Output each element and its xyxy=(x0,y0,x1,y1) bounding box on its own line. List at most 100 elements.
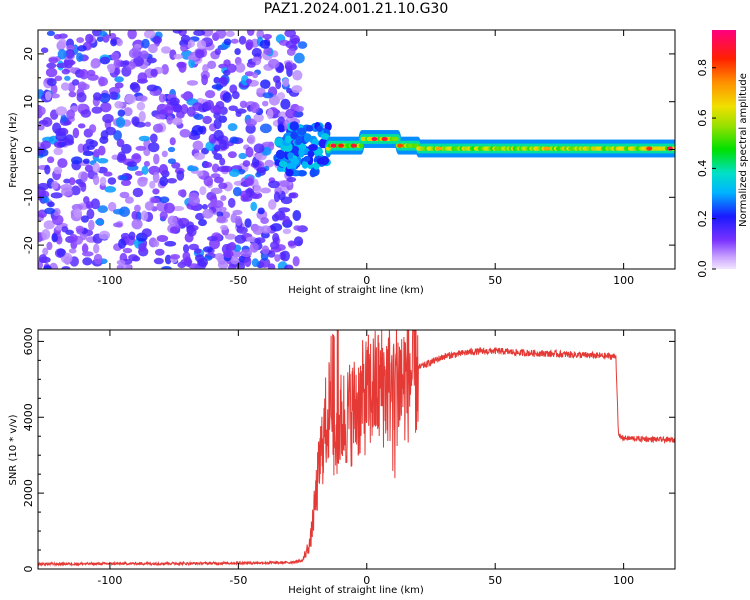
spectrogram-cell xyxy=(166,177,177,184)
spectrogram-cell xyxy=(309,168,317,178)
spectrogram-cell xyxy=(116,264,124,269)
spectrogram-cell xyxy=(186,80,199,86)
spectrogram-cell xyxy=(217,166,229,173)
spectrogram-cell xyxy=(228,168,240,178)
spectrogram-x-tick-label: -50 xyxy=(229,274,247,287)
spectrogram-cell xyxy=(291,85,303,94)
spectrogram-cell xyxy=(286,162,297,171)
spectrogram-cell xyxy=(297,41,308,49)
spectrogram-cell xyxy=(103,171,113,177)
spectrogram-cell xyxy=(268,180,280,189)
spectrogram-cell xyxy=(307,150,315,158)
spectrogram-cell xyxy=(293,225,302,231)
spectrogram-cell xyxy=(77,81,87,91)
spectrogram-cell xyxy=(210,187,223,194)
spectrogram-cell xyxy=(393,136,399,142)
spectrogram-cell xyxy=(292,209,302,221)
spectrogram-cell xyxy=(80,215,90,223)
spectrogram-cell xyxy=(72,127,80,139)
spectrogram-cell xyxy=(164,254,172,265)
spectrogram-cell xyxy=(202,63,209,73)
spectrogram-cell xyxy=(316,157,324,165)
spectrogram-cell xyxy=(55,106,68,116)
spectrogram-cell xyxy=(99,136,109,144)
spectrogram-cell xyxy=(107,63,116,74)
spectrogram-cell xyxy=(48,57,59,64)
spectrogram-cell xyxy=(167,158,176,165)
spectrogram-cell xyxy=(220,195,227,202)
spectrogram-cell xyxy=(61,68,70,75)
spectrogram-cell xyxy=(210,106,220,114)
snr-y-axis: 0 2000 4000 6000 xyxy=(22,327,675,573)
spectrogram-cell xyxy=(180,44,189,52)
spectrogram-cell xyxy=(315,148,324,155)
spectrogram-cell xyxy=(78,181,86,188)
spectrogram-cell xyxy=(234,62,246,73)
spectrogram-cell xyxy=(218,139,228,151)
spectrogram-cell xyxy=(167,215,178,226)
spectrogram-cell xyxy=(289,121,299,131)
spectrogram-cell xyxy=(128,48,140,59)
spectrogram-cell xyxy=(234,234,246,244)
spectrogram-cell xyxy=(154,248,165,256)
spectrogram-cell xyxy=(69,233,78,243)
spectrogram-cell xyxy=(65,48,75,59)
spectrogram-cell xyxy=(246,236,257,243)
spectrogram-y-tick-label: -20 xyxy=(22,236,35,254)
spectrogram-cell xyxy=(197,257,209,268)
spectrogram-cell xyxy=(141,165,149,175)
spectrogram-cell xyxy=(167,146,176,153)
spectrogram-cell xyxy=(47,201,55,208)
spectrogram-cell xyxy=(238,152,248,160)
spectrogram-cell xyxy=(126,161,137,167)
spectrogram-cell xyxy=(249,242,259,253)
spectrogram-cell xyxy=(278,160,288,168)
spectrogram-cell xyxy=(105,126,117,136)
spectrogram-cell xyxy=(180,258,193,266)
spectrogram-cell xyxy=(251,47,262,58)
spectrogram-cell xyxy=(273,191,281,203)
spectrogram-cell xyxy=(279,180,290,188)
spectrogram-cell xyxy=(216,211,224,218)
spectrogram-cell xyxy=(244,218,252,228)
spectrogram-cell xyxy=(215,30,227,39)
spectrogram-cell xyxy=(138,135,151,142)
spectrogram-cell xyxy=(256,30,265,40)
spectrogram-cell xyxy=(46,78,57,87)
spectrogram-cell xyxy=(99,30,108,37)
spectrogram-cell xyxy=(228,105,238,112)
spectrogram-cell xyxy=(141,38,150,49)
spectrogram-cell xyxy=(115,116,126,128)
spectrogram-cell xyxy=(245,39,254,51)
spectrogram-cell xyxy=(54,75,63,82)
spectrogram-cell xyxy=(43,220,55,230)
spectrogram-cell xyxy=(253,184,262,194)
spectrogram-cell xyxy=(41,229,51,240)
spectrogram-peak xyxy=(350,143,357,148)
spectrogram-cell xyxy=(274,210,286,221)
spectrogram-cell xyxy=(77,103,87,111)
colorbar-tick-label: 0.6 xyxy=(696,109,709,127)
spectrogram-cell xyxy=(246,30,255,37)
spectrogram-cell xyxy=(133,56,144,67)
spectrogram-cell xyxy=(295,105,304,113)
spectrogram-cell xyxy=(76,37,85,43)
spectrogram-cell xyxy=(227,151,237,159)
spectrogram-cell xyxy=(213,129,224,141)
spectrogram-cell xyxy=(259,39,271,49)
spectrogram-cell xyxy=(131,83,141,93)
spectrogram-cell xyxy=(213,76,221,84)
spectrogram-cell xyxy=(303,133,311,143)
spectrogram-cell xyxy=(191,124,204,136)
spectrogram-cell xyxy=(88,219,95,231)
spectrogram-cell xyxy=(204,90,216,99)
spectrogram-cell xyxy=(178,62,187,73)
spectrogram-cell xyxy=(92,92,102,101)
spectrogram-cell xyxy=(278,207,291,213)
spectrogram-cell xyxy=(214,48,221,55)
spectrogram-cell xyxy=(245,188,255,194)
spectrogram-cell xyxy=(40,190,50,199)
snr-x-tick-label: -50 xyxy=(229,574,247,587)
spectrogram-cell xyxy=(116,259,126,266)
